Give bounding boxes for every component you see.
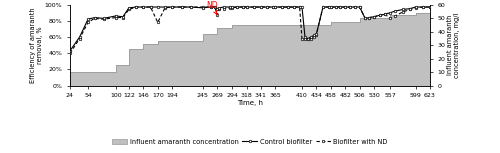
Y-axis label: Influent amaranth
concentration, mg/l: Influent amaranth concentration, mg/l [447, 12, 460, 78]
Y-axis label: Efficiency of amaranth
removal, %: Efficiency of amaranth removal, % [30, 7, 44, 83]
Legend: Influent amaranth concentration, Control biofilter, Biofilter with ND: Influent amaranth concentration, Control… [110, 136, 390, 147]
Text: ND: ND [206, 1, 218, 15]
X-axis label: Time, h: Time, h [237, 100, 263, 106]
